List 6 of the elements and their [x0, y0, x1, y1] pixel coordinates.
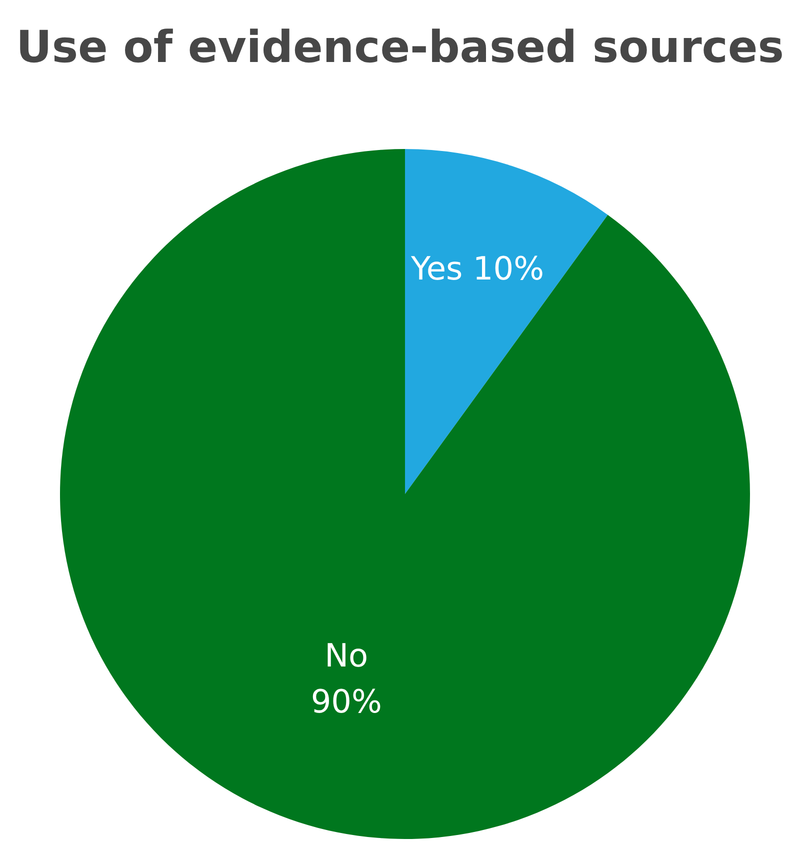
- data-label: 90%: [310, 682, 382, 720]
- chart-title: Use of evidence-based sources: [16, 22, 784, 73]
- slice-label: Yes 10%: [410, 250, 544, 288]
- pie-slice: [405, 149, 608, 494]
- pie-slice: [60, 149, 750, 838]
- slice-label: No: [324, 636, 368, 674]
